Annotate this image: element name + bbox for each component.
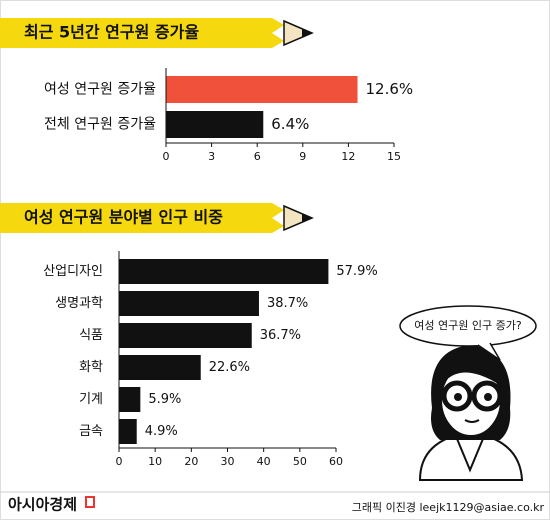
value-label: 12.6%: [366, 80, 414, 98]
category-label: 기계: [79, 392, 103, 407]
x-tick-label: 20: [184, 455, 198, 468]
value-label: 6.4%: [271, 115, 309, 133]
x-tick-label: 50: [293, 455, 307, 468]
x-tick-label: 12: [341, 150, 355, 163]
speech-bubble: [399, 305, 537, 361]
value-label: 22.6%: [209, 360, 250, 375]
speech-text: 여성 연구원 인구 증가?: [414, 319, 522, 332]
bar: [119, 387, 141, 412]
x-tick-label: 30: [221, 455, 235, 468]
brand: 아시아경제: [8, 496, 77, 514]
category-label: 화학: [79, 360, 103, 375]
character-illustration: [418, 345, 524, 481]
category-label: 산업디자인: [43, 264, 103, 279]
title-banner: [0, 18, 284, 48]
x-tick-label: 10: [148, 455, 162, 468]
brand-mark: [85, 496, 95, 508]
bar: [119, 291, 259, 316]
x-tick-label: 15: [387, 150, 401, 163]
bar: [119, 323, 252, 348]
category-label: 생명과학: [55, 296, 103, 311]
value-label: 4.9%: [145, 424, 178, 439]
credit: 그래픽 이진경 leejk1129@asiae.co.kr: [352, 501, 545, 514]
category-label: 식품: [79, 328, 103, 343]
pencil-tip: [283, 204, 314, 232]
category-label: 전체 연구원 증가율: [44, 117, 156, 133]
bar: [166, 111, 264, 138]
value-label: 57.9%: [336, 264, 377, 279]
bar: [119, 259, 329, 284]
bar: [119, 355, 201, 380]
pencil-lead: [302, 29, 312, 37]
pencil-tip: [283, 19, 314, 47]
category-label: 금속: [79, 424, 103, 439]
bar: [119, 419, 137, 444]
chart-title: 최근 5년간 연구원 증가율: [24, 23, 199, 42]
x-tick-label: 0: [116, 455, 123, 468]
value-label: 5.9%: [148, 392, 181, 407]
x-tick-label: 6: [254, 150, 261, 163]
x-tick-label: 40: [257, 455, 271, 468]
value-label: 38.7%: [267, 296, 308, 311]
category-label: 여성 연구원 증가율: [44, 82, 156, 98]
x-tick-label: 60: [329, 455, 343, 468]
x-tick-label: 0: [163, 150, 170, 163]
chart-title: 여성 연구원 분야별 인구 비중: [24, 208, 223, 227]
x-tick-label: 3: [208, 150, 215, 163]
pencil-lead: [302, 214, 312, 222]
value-label: 36.7%: [260, 328, 301, 343]
title-banner: [0, 203, 284, 233]
bar: [166, 76, 358, 103]
x-tick-label: 9: [299, 150, 306, 163]
